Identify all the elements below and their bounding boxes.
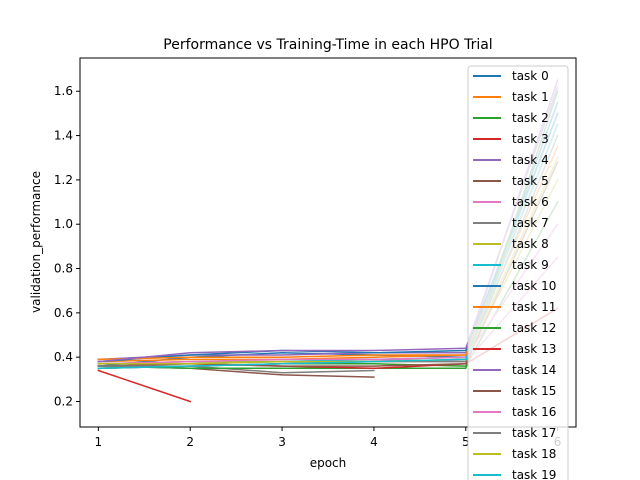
x-tick-label: 3 (278, 435, 286, 449)
legend-label: task 12 (512, 321, 556, 335)
legend-label: task 1 (512, 90, 549, 104)
legend-label: task 11 (512, 300, 556, 314)
legend-label: task 18 (512, 447, 556, 461)
y-tick-label: 0.4 (54, 350, 73, 364)
legend-label: task 5 (512, 174, 549, 188)
legend-label: task 8 (512, 237, 549, 251)
legend-label: task 16 (512, 405, 556, 419)
legend-label: task 6 (512, 195, 549, 209)
x-axis-title: epoch (310, 456, 347, 470)
legend-label: task 14 (512, 363, 556, 377)
legend-label: task 2 (512, 111, 549, 125)
legend-label: task 17 (512, 426, 556, 440)
y-tick-label: 1.6 (54, 84, 73, 98)
x-tick-label: 4 (370, 435, 378, 449)
legend-label: task 15 (512, 384, 556, 398)
y-tick-label: 0.8 (54, 262, 73, 276)
y-tick-label: 0.6 (54, 306, 73, 320)
legend: task 0 task 1 task 2 task 3 task 4 task 5 task… (467, 65, 569, 480)
y-axis: 0.2 0.4 0.6 0.8 1.0 1.2 1.4 1.6 (54, 84, 80, 409)
x-tick-label: 2 (186, 435, 194, 449)
legend-label: task 9 (512, 258, 549, 272)
y-tick-label: 0.2 (54, 395, 73, 409)
x-tick-label: 5 (462, 435, 470, 449)
y-tick-label: 1.4 (54, 129, 73, 143)
y-axis-title: validation_performance (29, 171, 43, 313)
series-line-task-3 (97, 369, 192, 403)
legend-label: task 4 (512, 153, 549, 167)
legend-label: task 0 (512, 69, 549, 83)
legend-box (467, 65, 569, 480)
legend-label: task 7 (512, 216, 549, 230)
legend-label: task 19 (512, 468, 556, 480)
legend-label: task 10 (512, 279, 556, 293)
legend-label: task 13 (512, 342, 556, 356)
axes-frame (79, 57, 577, 428)
legend-label: task 3 (512, 132, 549, 146)
chart-title: Performance vs Training-Time in each HPO… (163, 37, 492, 53)
x-tick-label: 1 (95, 435, 103, 449)
y-tick-label: 1.2 (54, 173, 73, 187)
y-tick-label: 1.0 (54, 217, 73, 231)
